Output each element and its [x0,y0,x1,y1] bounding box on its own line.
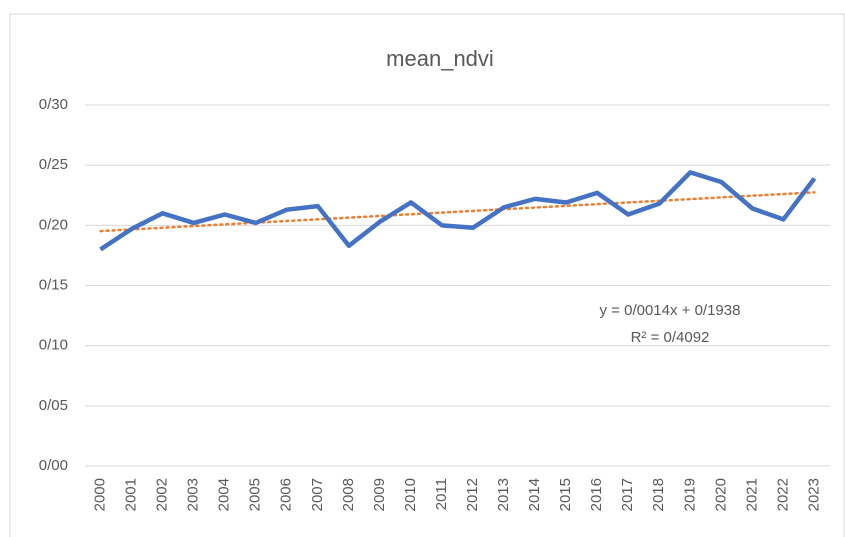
x-tick-label: 2010 [402,478,419,511]
x-tick-label: 2002 [154,478,171,511]
x-tick-label: 2022 [774,478,791,511]
chart-title: mean_ndvi [386,46,494,71]
x-tick-label: 2021 [743,478,760,511]
x-tick-label: 2005 [247,478,264,511]
x-tick-label: 2007 [309,478,326,511]
y-tick-label: 0/05 [39,397,68,414]
x-tick-label: 2001 [123,478,140,511]
x-tick-label: 2016 [588,478,605,511]
y-tick-label: 0/15 [39,276,68,293]
y-tick-label: 0/10 [39,337,68,354]
trend-r2: R² = 0/4092 [631,329,710,346]
x-tick-label: 2018 [650,478,667,511]
y-tick-label: 0/30 [39,96,68,113]
y-tick-label: 0/25 [39,156,68,173]
x-tick-label: 2008 [340,478,357,511]
trend-equation: y = 0/0014x + 0/1938 [600,302,741,319]
data-line [99,170,817,252]
x-tick-label: 2019 [681,478,698,511]
trendline [99,191,816,233]
x-tick-label: 2009 [371,478,388,511]
y-tick-label: 0/00 [39,457,68,474]
x-tick-label: 2000 [91,478,108,511]
chart-border [9,13,845,537]
x-tick-label: 2004 [216,478,233,511]
x-tick-label: 2013 [495,478,512,511]
x-tick-label: 2014 [526,478,543,511]
x-tick-label: 2011 [433,478,450,510]
x-tick-label: 2006 [278,478,295,511]
y-tick-label: 0/20 [39,216,68,233]
x-tick-label: 2023 [805,478,822,511]
x-tick-label: 2017 [619,478,636,511]
x-tick-label: 2020 [712,478,729,511]
x-tick-label: 2015 [557,478,574,511]
x-tick-label: 2012 [464,478,481,511]
x-tick-label: 2003 [185,478,202,511]
